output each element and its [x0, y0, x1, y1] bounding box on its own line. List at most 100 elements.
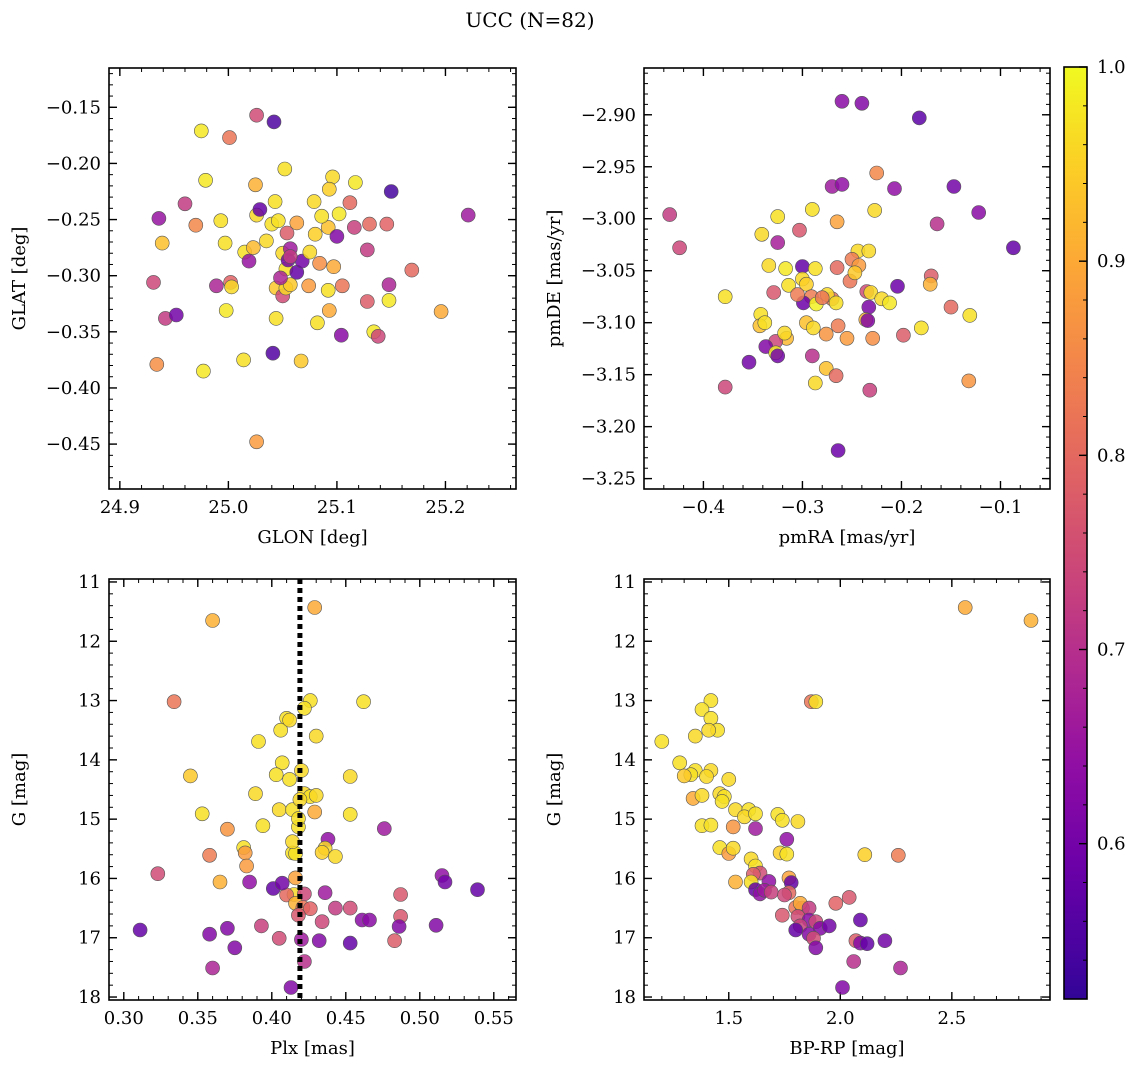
data-point: [799, 276, 814, 292]
data-point: [308, 728, 324, 744]
data-point: [754, 227, 770, 242]
data-point: [433, 304, 449, 319]
data-point: [146, 275, 161, 290]
data-point: [198, 173, 213, 188]
data-point: [779, 831, 795, 847]
data-point: [282, 772, 297, 787]
y-tick-label: 16: [78, 868, 101, 889]
y-tick-label: 12: [78, 631, 101, 652]
colorbar-tick-label: 0.9: [1097, 251, 1126, 272]
y-axis-label: pmDE [mas/yr]: [544, 210, 565, 348]
data-point: [317, 885, 333, 901]
x-tick-label: 0.45: [326, 1008, 366, 1029]
data-point: [383, 184, 399, 199]
data-point: [703, 693, 719, 708]
data-point: [725, 819, 741, 835]
data-point: [946, 179, 962, 194]
x-tick-label: −0.3: [781, 497, 825, 518]
data-point: [808, 694, 824, 710]
data-point: [254, 918, 269, 934]
data-point: [255, 818, 271, 834]
data-point: [268, 311, 284, 326]
data-point: [334, 278, 350, 294]
axes-frame: [643, 67, 1051, 490]
data-point: [297, 700, 312, 716]
data-point: [194, 123, 209, 139]
data-point: [307, 804, 323, 820]
y-tick-label: 18: [613, 987, 636, 1008]
axes-frame: [108, 67, 517, 490]
data-point: [205, 960, 220, 976]
data-point: [404, 262, 420, 278]
data-point: [869, 165, 885, 181]
x-tick-label: −0.4: [682, 497, 726, 518]
data-point: [470, 882, 485, 898]
y-tick-label: −3.05: [581, 261, 636, 282]
data-point: [218, 303, 234, 318]
data-point: [342, 195, 358, 210]
colorbar-tick-label: 1.0: [1097, 57, 1126, 78]
x-tick-label: 0.55: [474, 1008, 514, 1029]
data-point: [814, 290, 830, 306]
data-point: [217, 235, 233, 251]
data-point: [342, 769, 358, 784]
data-point: [268, 767, 284, 783]
data-point: [725, 840, 741, 856]
data-point: [770, 209, 786, 224]
data-point: [202, 926, 217, 942]
data-point: [328, 900, 343, 916]
y-tick-label: −0.20: [46, 153, 101, 174]
data-point: [307, 226, 323, 242]
data-point: [252, 202, 268, 217]
data-point: [862, 382, 878, 398]
data-point: [943, 299, 959, 315]
panels: 24.9 25.0 25.1 25.2 −0.45 −0.40 −0.35 −0.30 −0.2…: [9, 67, 1051, 1059]
data-point: [896, 327, 911, 343]
data-point: [890, 847, 906, 863]
data-point: [766, 285, 782, 300]
data-point: [830, 318, 846, 334]
data-point: [748, 821, 763, 836]
data-point: [283, 980, 299, 995]
y-tick-label: 14: [613, 750, 636, 771]
data-point: [757, 315, 773, 331]
data-point: [387, 933, 402, 949]
data-point: [326, 259, 342, 275]
data-point: [320, 282, 336, 298]
data-point: [205, 613, 220, 628]
data-point: [790, 287, 805, 302]
data-point: [202, 847, 217, 863]
data-point: [854, 96, 870, 111]
data-point: [342, 935, 358, 951]
data-point: [859, 936, 875, 952]
data-point: [177, 196, 193, 212]
data-point: [273, 270, 288, 286]
data-point: [359, 242, 375, 258]
data-point: [818, 361, 834, 376]
data-point: [834, 94, 850, 109]
data-point: [329, 229, 345, 244]
data-point: [835, 980, 850, 995]
data-point: [239, 858, 254, 874]
data-point: [717, 289, 733, 305]
data-point: [703, 817, 719, 833]
data-point: [911, 110, 927, 126]
data-point: [169, 307, 184, 323]
data-point: [808, 940, 824, 956]
data-point: [132, 922, 148, 938]
data-point: [839, 330, 855, 346]
data-point: [213, 213, 229, 228]
x-tick-label: 25.1: [317, 497, 357, 518]
data-point: [828, 368, 844, 384]
panel-glon-glat: 24.9 25.0 25.1 25.2 −0.45 −0.40 −0.35 −0.30 −0.2…: [9, 67, 517, 548]
y-tick-label: 17: [613, 928, 636, 949]
data-point: [841, 890, 857, 905]
data-point: [672, 755, 688, 771]
data-point: [699, 769, 714, 784]
data-point: [370, 328, 386, 344]
y-tick-label: 12: [613, 631, 636, 652]
data-point: [818, 326, 834, 342]
data-point: [779, 846, 795, 862]
y-tick-label: −3.25: [581, 469, 636, 490]
colorbar-tick-label: 0.8: [1097, 445, 1126, 466]
